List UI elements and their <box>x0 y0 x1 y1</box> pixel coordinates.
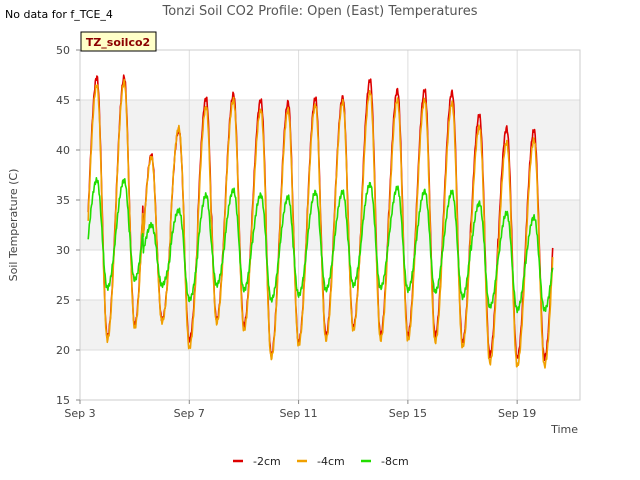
y-tick-label: 45 <box>56 94 70 107</box>
x-axis-label: Time <box>550 423 578 436</box>
y-tick-label: 25 <box>56 294 70 307</box>
y-band <box>80 100 580 150</box>
x-tick-label: Sep 19 <box>498 407 536 420</box>
y-tick-label: 35 <box>56 194 70 207</box>
x-ticks: Sep 3 Sep 7 Sep 11 Sep 15 Sep 19 <box>64 400 536 420</box>
y-tick-label: 50 <box>56 44 70 57</box>
legend: -2cm -4cm -8cm <box>233 455 409 468</box>
y-axis-label: Soil Temperature (C) <box>7 169 20 282</box>
y-ticks: 15 20 25 30 35 40 45 50 <box>56 44 80 407</box>
y-tick-label: 20 <box>56 344 70 357</box>
plot-frame <box>79 49 581 401</box>
no-data-note: No data for f_TCE_4 <box>5 8 113 21</box>
series-line--8cm <box>87 177 554 314</box>
series-lines <box>87 74 554 369</box>
legend-label--2cm: -2cm <box>253 455 281 468</box>
site-badge: TZ_soilco2 <box>80 31 157 52</box>
y-tick-label: 30 <box>56 244 70 257</box>
chart-title: Tonzi Soil CO2 Profile: Open (East) Temp… <box>161 4 477 19</box>
x-tick-label: Sep 7 <box>174 407 205 420</box>
y-band <box>80 200 580 250</box>
y-tick-label: 15 <box>56 394 70 407</box>
x-tick-label: Sep 15 <box>389 407 427 420</box>
site-badge-text: TZ_soilco2 <box>86 36 150 49</box>
x-tick-label: Sep 3 <box>64 407 95 420</box>
x-tick-label: Sep 11 <box>279 407 317 420</box>
legend-label--4cm: -4cm <box>317 455 345 468</box>
y-tick-label: 40 <box>56 144 70 157</box>
legend-label--8cm: -8cm <box>381 455 409 468</box>
series-line--4cm <box>87 78 554 369</box>
